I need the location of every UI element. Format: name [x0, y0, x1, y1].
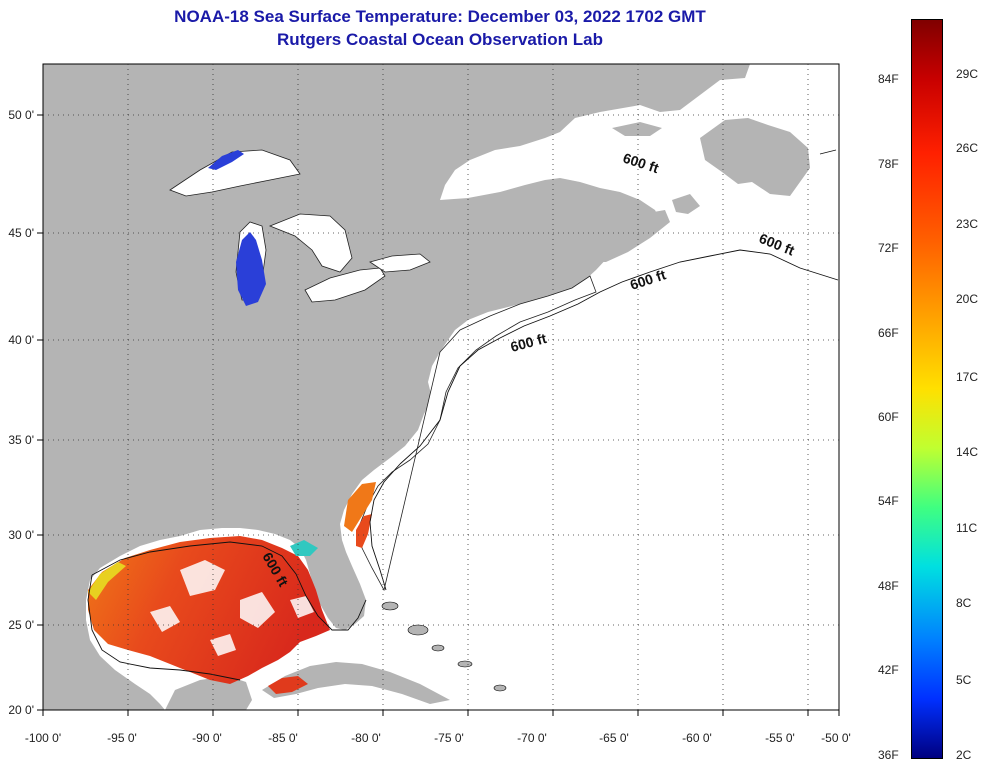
lon-label: -60 0' [682, 731, 712, 745]
map-subtitle: Rutgers Coastal Ocean Observation Lab [277, 30, 603, 49]
lon-label: -65 0' [599, 731, 629, 745]
lake-michigan-sst [236, 232, 266, 306]
gulf-sst-field [88, 536, 330, 684]
colorbar-c-label: 8C [956, 596, 972, 610]
lon-label: -95 0' [107, 731, 137, 745]
land-yucatan [165, 676, 252, 710]
colorbar-f-label: 66F [878, 326, 899, 340]
colorbar-c-label: 11C [956, 521, 978, 535]
cuba-north-sst [268, 676, 308, 694]
atlantic-sst-strip [344, 482, 376, 532]
lat-label: 30 0' [8, 528, 34, 542]
colorbar-f-label: 84F [878, 72, 899, 86]
colorbar-f-label: 60F [878, 410, 899, 424]
lat-label: 50 0' [8, 108, 34, 122]
land-cuba [262, 662, 450, 704]
colorbar-f-label: 48F [878, 579, 899, 593]
lon-label: -80 0' [351, 731, 381, 745]
lat-label: 45 0' [8, 226, 34, 240]
colorbar-c-label: 20C [956, 292, 979, 306]
colorbar-f-label: 78F [878, 157, 899, 171]
gulf-cloud-gaps [150, 560, 314, 656]
land-bahamas [381, 601, 507, 692]
lon-label: -100 0' [25, 731, 61, 745]
florida-east-coast-sst [356, 514, 372, 548]
colorbar-c-label: 17C [956, 370, 979, 384]
gulf-cold-coast-strip [88, 562, 126, 600]
colorbar-f-label: 36F [878, 748, 899, 762]
depth-contours [87, 149, 839, 681]
colorbar-f-label: 42F [878, 663, 899, 677]
axis-ticks [37, 114, 840, 716]
colorbar-f-label: 54F [878, 494, 899, 508]
colorbar-c-label: 14C [956, 445, 979, 459]
map-title: NOAA-18 Sea Surface Temperature: Decembe… [174, 7, 706, 26]
lon-label: -50 0' [821, 731, 851, 745]
colorbar-f-label: 72F [878, 241, 899, 255]
lake-superior-sst [208, 150, 244, 170]
colorbar-c-label: 5C [956, 673, 972, 687]
land-newfoundland [700, 118, 810, 196]
lon-label: -85 0' [268, 731, 298, 745]
land-nova-scotia [582, 210, 670, 262]
land-cape-breton [672, 194, 700, 214]
land-anticosti [612, 122, 662, 136]
temperature-colorbar [911, 19, 943, 759]
lat-label: 25 0' [8, 618, 34, 632]
colorbar-c-label: 26C [956, 141, 979, 155]
lon-label: -70 0' [517, 731, 547, 745]
lon-label: -75 0' [434, 731, 464, 745]
lon-label: -55 0' [765, 731, 795, 745]
land-north-america [43, 64, 750, 710]
lat-label: 40 0' [8, 333, 34, 347]
apalachee-cool-strip [290, 540, 318, 556]
lat-label: 20 0' [8, 703, 34, 717]
map-frame [42, 63, 840, 711]
colorbar-c-label: 2C [956, 748, 972, 762]
colorbar-c-label: 23C [956, 217, 979, 231]
lon-label: -90 0' [192, 731, 222, 745]
lat-label: 35 0' [8, 433, 34, 447]
colorbar-c-label: 29C [956, 67, 979, 81]
